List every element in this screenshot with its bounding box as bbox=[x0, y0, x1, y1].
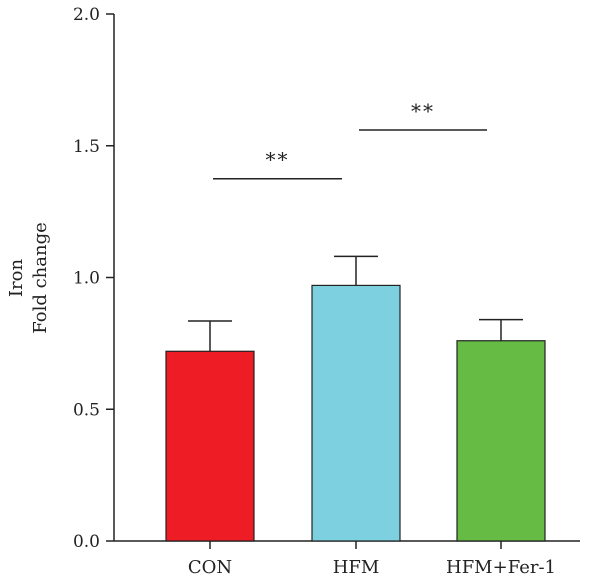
x-tick-label: CON bbox=[188, 557, 232, 578]
bar-hfm bbox=[311, 284, 401, 542]
significance-label: ** bbox=[411, 99, 435, 123]
significance-annotations: ** ** bbox=[213, 99, 487, 180]
x-tick-label: HFM bbox=[333, 557, 380, 578]
x-tick-label: HFM+Fer-1 bbox=[446, 557, 556, 578]
x-tick-labels: CON HFM HFM+Fer-1 bbox=[188, 557, 556, 578]
y-tick-label: 2.0 bbox=[73, 5, 100, 25]
y-tick-label: 1.0 bbox=[73, 269, 100, 289]
y-tick-label: 0.0 bbox=[73, 532, 100, 552]
y-axis-label-line-2: Fold change bbox=[30, 222, 51, 334]
error-bars bbox=[188, 255, 523, 352]
significance-label: ** bbox=[266, 148, 290, 172]
bar-hfm-fer-1 bbox=[456, 340, 546, 542]
bar-con bbox=[165, 350, 255, 542]
y-axis-label-line-1: Iron bbox=[6, 259, 27, 298]
bars bbox=[165, 284, 546, 542]
y-axis-label: Iron Fold change bbox=[6, 222, 51, 334]
y-tick-label: 1.5 bbox=[73, 137, 100, 157]
y-tick-label: 0.5 bbox=[73, 400, 100, 420]
